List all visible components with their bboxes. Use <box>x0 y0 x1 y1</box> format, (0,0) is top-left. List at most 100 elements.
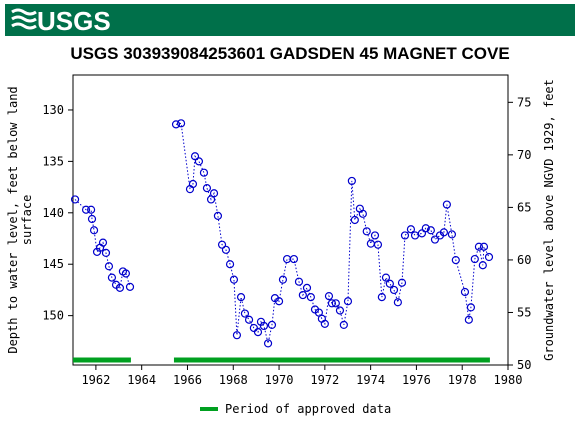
data-point <box>466 303 476 312</box>
data-point <box>343 297 353 306</box>
data-point <box>171 120 181 129</box>
data-point <box>451 256 460 265</box>
data-point <box>217 240 227 249</box>
data-point <box>447 230 457 239</box>
data-point <box>188 179 198 189</box>
data-point <box>236 293 246 302</box>
data-point <box>306 293 315 302</box>
chart-title: USGS 303939084253601 GADSDEN 45 MAGNET C… <box>70 44 509 63</box>
data-point <box>439 228 448 237</box>
data-point <box>347 176 356 186</box>
data-point <box>274 297 284 306</box>
data-point <box>199 168 209 177</box>
plot-frame <box>72 74 509 366</box>
data-point <box>377 293 386 302</box>
data-point <box>327 299 337 308</box>
data-point <box>421 224 430 233</box>
y2-tick-label: 75 <box>517 95 531 109</box>
data-point <box>302 283 312 292</box>
data-point <box>81 205 91 214</box>
data-point <box>121 269 130 278</box>
data-point <box>324 291 334 301</box>
y-tick-label: 130 <box>42 103 64 117</box>
data-point <box>410 231 420 240</box>
y2-tick-label: 60 <box>517 253 531 267</box>
data-point <box>362 227 371 236</box>
data-point <box>176 119 186 128</box>
y2-tick-label: 50 <box>517 358 531 372</box>
data-point <box>366 239 375 248</box>
data-point <box>229 275 239 284</box>
data-point <box>373 240 383 249</box>
data-point <box>478 261 487 270</box>
data-point <box>484 252 494 262</box>
data-point <box>442 200 451 209</box>
data-point <box>397 278 407 287</box>
data-point <box>190 152 200 161</box>
data-point <box>479 242 489 251</box>
data-point <box>202 184 212 193</box>
legend-label: Period of approved data <box>225 402 391 416</box>
data-point <box>294 277 304 286</box>
y2-axis-label: Groundwater level above NGVD 1929, feet <box>542 79 556 361</box>
data-point <box>385 279 394 288</box>
x-tick-label: 1980 <box>494 373 523 387</box>
data-point <box>389 285 399 295</box>
data-point <box>298 290 307 300</box>
data-point <box>417 229 427 238</box>
data-point <box>107 273 117 282</box>
data-point <box>87 214 97 224</box>
y2-tick-label: 70 <box>517 148 531 162</box>
data-point <box>232 331 242 340</box>
series-line <box>74 199 131 289</box>
data-point <box>335 306 345 315</box>
data-point <box>430 235 440 244</box>
x-tick-label: 1962 <box>81 373 110 387</box>
data-point <box>474 242 484 251</box>
data-point <box>101 248 111 258</box>
y2-tick-label: 65 <box>517 200 531 214</box>
data-point <box>400 231 410 240</box>
data-point <box>259 321 269 331</box>
data-point <box>86 205 96 214</box>
x-tick-label: 1966 <box>173 373 202 387</box>
y-tick-label: 150 <box>42 309 64 323</box>
header-bar <box>5 4 575 36</box>
y-tick-label: 145 <box>42 257 64 271</box>
y2-tick-label: 55 <box>517 305 531 319</box>
data-point <box>267 320 277 329</box>
data-point <box>339 320 348 329</box>
x-tick-label: 1968 <box>219 373 248 387</box>
data-point <box>393 298 402 307</box>
data-point <box>89 226 99 235</box>
data-point <box>125 282 135 291</box>
data-point <box>249 323 258 333</box>
x-tick-label: 1970 <box>265 373 294 387</box>
data-point <box>320 319 329 328</box>
x-tick-label: 1976 <box>402 373 431 387</box>
data-point <box>464 315 473 324</box>
data-point <box>70 195 80 204</box>
data-point <box>194 157 204 166</box>
data-point <box>263 339 273 348</box>
data-point <box>253 327 263 337</box>
logo-waves <box>11 8 37 30</box>
y-tick-label: 140 <box>42 206 64 220</box>
data-point <box>104 262 114 271</box>
data-point <box>460 287 470 297</box>
data-point <box>350 215 359 225</box>
data-point <box>331 299 340 308</box>
data-point <box>406 225 416 234</box>
data-point <box>209 189 219 198</box>
data-point <box>240 309 250 318</box>
data-point <box>426 226 435 235</box>
logo-text: USGS <box>37 6 111 36</box>
data-point <box>381 273 391 282</box>
data-point <box>358 209 367 218</box>
data-point <box>244 315 254 324</box>
data-point <box>278 275 288 284</box>
data-point <box>370 231 380 240</box>
x-tick-label: 1972 <box>310 373 339 387</box>
y-axis-label: surface <box>20 195 34 246</box>
